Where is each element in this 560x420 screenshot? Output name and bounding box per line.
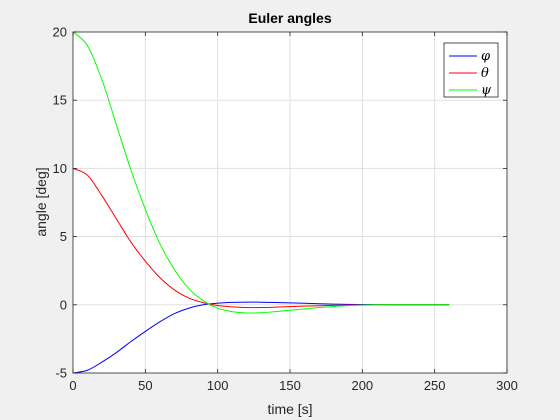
legend-label-psi: ψ <box>481 83 492 98</box>
y-tick-label: 10 <box>53 161 67 176</box>
x-tick-label: 100 <box>207 378 229 393</box>
y-tick-label: -5 <box>55 366 67 381</box>
legend: φ θ ψ <box>443 42 499 98</box>
x-tick-label: 0 <box>69 378 76 393</box>
series-layer <box>72 31 450 374</box>
y-tick-label: 0 <box>60 297 67 312</box>
y-tick-label: 5 <box>60 229 67 244</box>
series-line-psi <box>72 31 450 314</box>
legend-box <box>443 42 499 98</box>
x-tick-label: 150 <box>279 378 301 393</box>
y-tick-label: 20 <box>53 25 67 40</box>
x-tick-label: 300 <box>496 378 518 393</box>
y-axis-label: angle [deg] <box>33 167 49 236</box>
x-tick-label: 50 <box>138 378 152 393</box>
y-tick-label: 15 <box>53 93 67 108</box>
legend-label-phi: φ <box>481 49 491 64</box>
legend-label-theta: θ <box>481 66 489 81</box>
x-tick-label: 250 <box>424 378 446 393</box>
x-tick-label: 200 <box>351 378 373 393</box>
chart-title: Euler angles <box>248 10 331 26</box>
x-axis-label: time [s] <box>267 401 312 417</box>
